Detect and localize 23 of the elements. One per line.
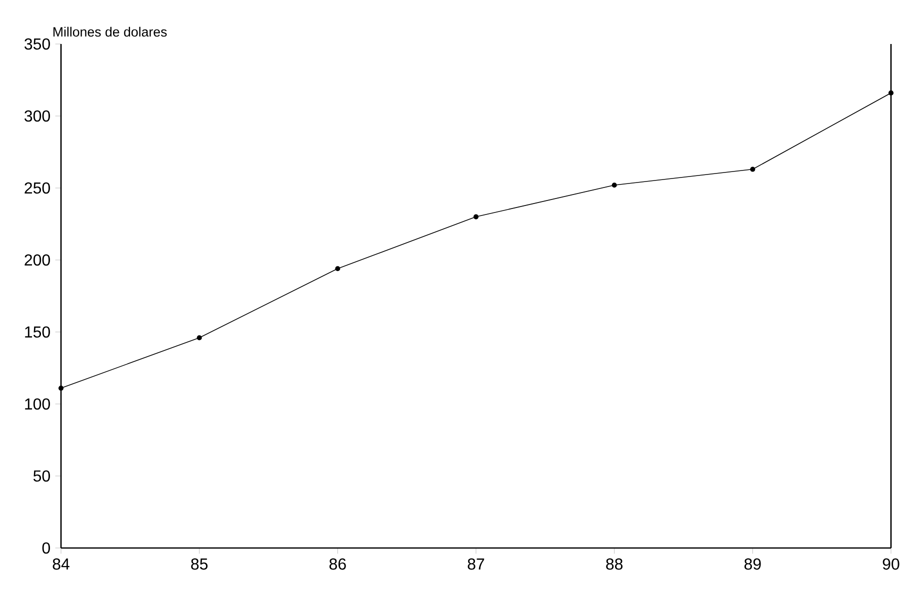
y-tick-label: 250 <box>24 182 50 194</box>
point <box>335 266 340 272</box>
y-tick-label: 300 <box>24 110 50 122</box>
y-tick-label: 50 <box>33 470 50 482</box>
x-tick-label: 88 <box>606 558 623 570</box>
point <box>612 182 617 188</box>
y-axis-title: Millones de dolares <box>53 26 167 37</box>
point <box>58 386 64 391</box>
x-tick-label: 86 <box>329 558 346 570</box>
point <box>750 166 756 172</box>
x-tick-label: 84 <box>52 558 70 570</box>
point <box>196 335 202 340</box>
x-tick-label: 89 <box>744 558 761 570</box>
x-tick-label: 90 <box>882 558 900 570</box>
x-tick-label: 87 <box>468 558 484 570</box>
point <box>888 90 894 96</box>
point <box>473 214 479 220</box>
y-tick-label: 350 <box>24 38 50 50</box>
y-tick-label: 200 <box>24 254 50 266</box>
y-tick-label: 0 <box>42 542 50 554</box>
x-tick-label: 85 <box>191 558 208 570</box>
y-tick-label: 100 <box>25 398 50 410</box>
y-tick-label: 150 <box>25 326 50 338</box>
